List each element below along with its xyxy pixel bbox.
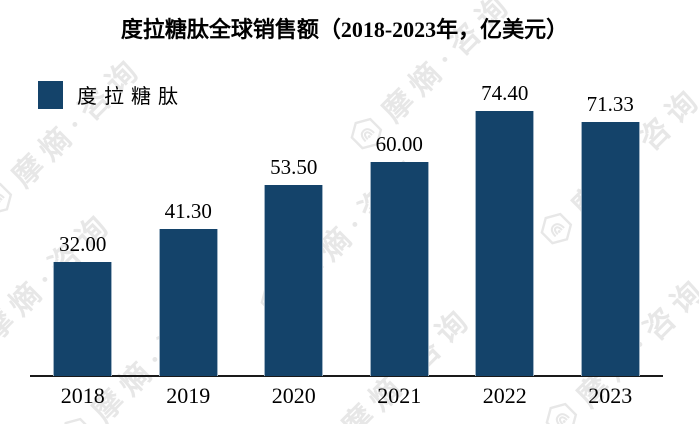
bar-value-label-2018: 32.00	[59, 232, 107, 256]
bar-value-label-2020: 53.50	[270, 155, 318, 180]
chart-title: 度拉糖肽全球销售额（2018-2023年，亿美元）	[120, 17, 569, 42]
legend-label: 度拉糖肽	[77, 86, 185, 108]
bar-value-label-2019: 41.30	[164, 198, 212, 223]
x-tick-2018: 2018	[60, 383, 105, 408]
x-tick-2019: 2019	[166, 383, 211, 408]
bar-value-label-2022: 74.40	[481, 80, 529, 105]
bar-2019	[158, 228, 218, 376]
legend: 度拉糖肽	[38, 80, 185, 109]
bar-value-label-2023: 71.33	[586, 91, 634, 116]
bar-2021	[369, 162, 429, 376]
bar-2020	[264, 185, 324, 376]
bar-2022	[475, 110, 535, 376]
x-tick-2023: 2023	[588, 383, 633, 408]
bar-2023	[580, 121, 640, 376]
x-tick-2022: 2022	[482, 383, 527, 408]
bar-value-label-2021: 60.00	[375, 132, 423, 157]
x-tick-2021: 2021	[377, 383, 422, 408]
x-axis-line	[30, 375, 663, 377]
legend-swatch	[38, 80, 63, 109]
x-tick-2020: 2020	[271, 383, 316, 408]
bar-2018	[53, 262, 113, 376]
